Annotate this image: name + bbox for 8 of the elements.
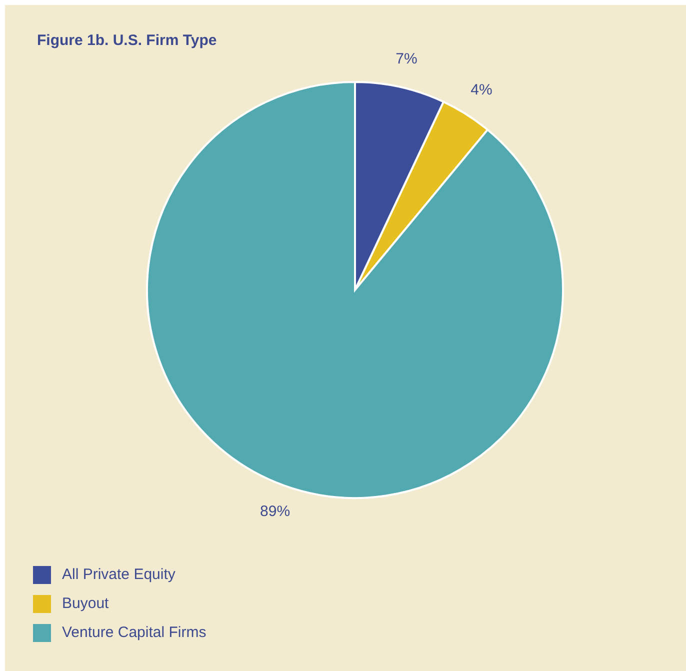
legend-label: Buyout — [62, 594, 110, 612]
chart-title: Figure 1b. U.S. Firm Type — [37, 32, 217, 49]
pie-slice — [146, 81, 564, 499]
data-label: 7% — [396, 50, 418, 68]
legend-label: All Private Equity — [62, 566, 176, 583]
data-label: 89% — [260, 503, 290, 520]
data-label: 4% — [470, 82, 492, 99]
legend-label: Venture Capital Firms — [62, 624, 206, 641]
